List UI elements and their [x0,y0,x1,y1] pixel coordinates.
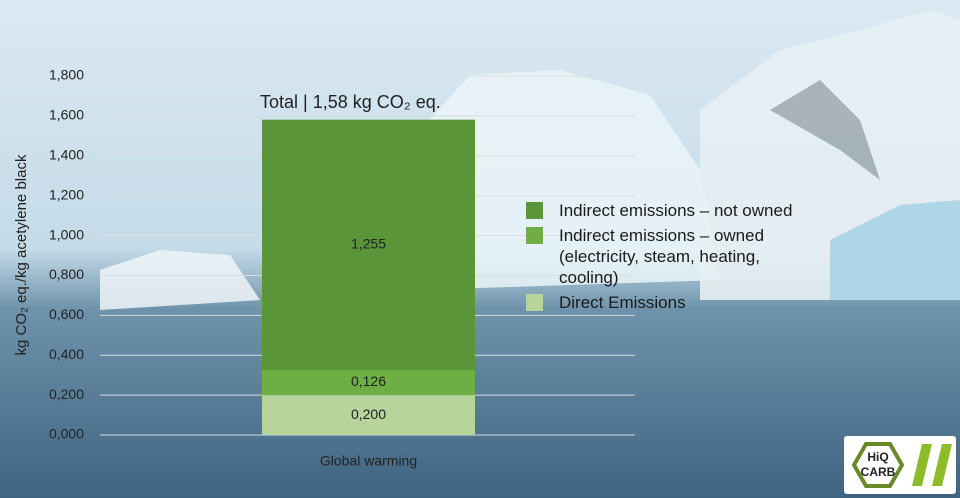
legend-swatch [526,227,543,244]
legend-entry: Indirect emissions – owned (electricity,… [524,225,814,288]
iceberg [100,250,260,310]
y-tick-label: 0,600 [49,306,84,322]
bar-segment [262,369,475,396]
iceberg [830,200,960,300]
chart-title: Total | 1,58 kg CO₂ eq. [260,92,441,112]
logo-hexagon [851,442,905,488]
logo-text: HiQ [867,450,888,464]
logo-stripe [912,444,932,486]
y-tick-label: 0,800 [49,266,84,282]
iceberg [420,70,720,290]
bar-segment [262,119,475,370]
logo-text: CARB [861,465,896,479]
legend-entry: Direct Emissions [524,292,814,313]
legend-label: Indirect emissions – owned (electricity,… [559,226,765,287]
y-tick-label: 1,600 [49,107,84,123]
logo-stripe [932,444,952,486]
legend-swatch [526,202,543,219]
legend-label: Indirect emissions – not owned [559,201,793,220]
data-label: 0,126 [351,373,386,389]
legend-label: Direct Emissions [559,293,686,312]
data-label: 1,255 [351,236,386,252]
data-label: 0,200 [351,406,386,422]
logo: HiQ CARB [844,436,956,494]
y-tick-label: 0,000 [49,426,84,442]
y-axis-title: kg CO₂ eq./kg acetylene black [13,154,30,355]
legend-entry: Indirect emissions – not owned [524,200,814,221]
legend: Indirect emissions – not owned Indirect e… [524,200,814,317]
y-tick-label: 0,200 [49,386,84,402]
y-tick-label: 0,400 [49,346,84,362]
legend-swatch [526,294,543,311]
y-tick-label: 1,000 [49,226,84,242]
x-tick-label: Global warming [320,453,417,469]
y-tick-label: 1,200 [49,186,84,202]
bar-segment [262,395,475,435]
rock [770,80,880,180]
y-tick-label: 1,400 [49,146,84,162]
logo-graphic: HiQ CARB [851,442,952,488]
y-tick-label: 1,800 [49,67,84,83]
